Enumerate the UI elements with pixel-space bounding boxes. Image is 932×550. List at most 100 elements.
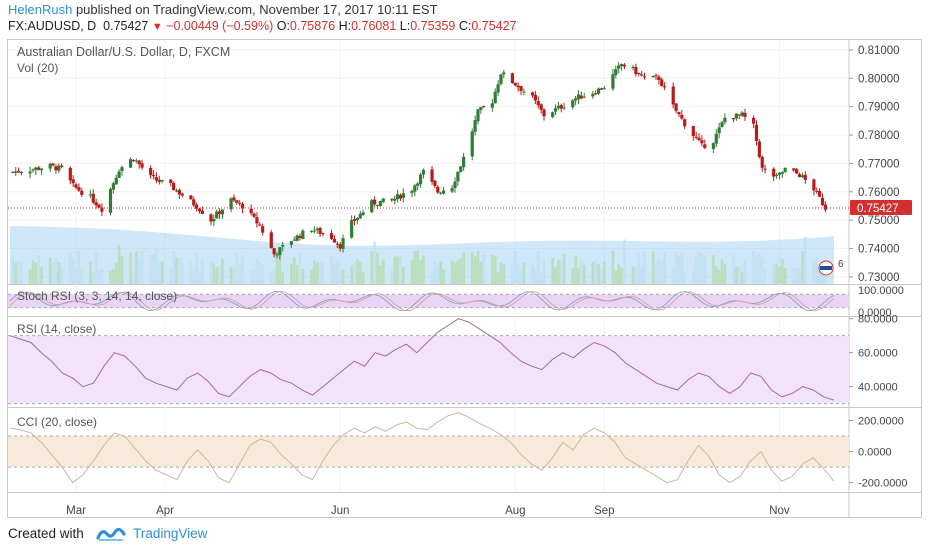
- close-label: C:: [458, 19, 472, 33]
- candle-body: [120, 167, 124, 171]
- open-value: 0.75876: [289, 19, 336, 33]
- candle-body: [772, 168, 776, 177]
- candle-body: [180, 193, 184, 196]
- volume-bar: [410, 259, 414, 284]
- candle-body: [622, 64, 627, 67]
- volume-bar: [479, 261, 483, 284]
- volume-bar: [562, 253, 566, 284]
- volume-bar: [740, 271, 744, 284]
- volume-bar: [17, 261, 20, 284]
- volume-bar: [812, 261, 816, 284]
- author-link[interactable]: HelenRush: [8, 2, 73, 17]
- volume-bar: [341, 270, 345, 284]
- candle-body: [800, 175, 805, 178]
- volume-bar: [422, 255, 425, 284]
- volume-bar: [674, 251, 678, 284]
- volume-bar: [419, 259, 422, 284]
- candle-body: [493, 91, 497, 104]
- volume-bar: [723, 263, 727, 284]
- stoch-tick-label: 100.0000: [858, 285, 904, 297]
- symbol-label[interactable]: FX:AUDUSD, D: [8, 19, 97, 33]
- volume-bar: [743, 259, 747, 284]
- volume-bar: [155, 248, 158, 284]
- volume-bar: [370, 251, 374, 284]
- candle-body: [94, 202, 98, 206]
- candle-body: [823, 204, 827, 210]
- candle-body: [39, 168, 44, 171]
- candle-body: [289, 241, 293, 245]
- candle-body: [240, 203, 245, 209]
- volume-bar: [611, 250, 615, 284]
- candle-body: [28, 171, 32, 174]
- volume-bar: [459, 257, 463, 284]
- volume-bar: [536, 250, 540, 284]
- tradingview-brand[interactable]: TradingView: [133, 526, 208, 541]
- volume-bar: [775, 263, 778, 284]
- volume-bar: [763, 269, 767, 284]
- candle-body: [358, 213, 362, 219]
- volume-bar: [120, 256, 124, 284]
- open-label: O:: [276, 19, 290, 33]
- candle-body: [783, 167, 787, 172]
- volume-bar: [135, 252, 138, 284]
- volume-bar: [574, 255, 577, 284]
- candle-body: [780, 172, 784, 174]
- candle-body: [599, 88, 604, 90]
- volume-bar: [660, 262, 664, 284]
- candle-body: [637, 73, 641, 75]
- volume-bar: [338, 271, 342, 284]
- candle-body: [631, 66, 635, 68]
- volume-bar: [697, 250, 701, 284]
- candle-body: [11, 171, 15, 173]
- candle-body: [80, 190, 84, 195]
- candle-body: [269, 232, 273, 248]
- volume-bar: [436, 266, 440, 284]
- volume-bar: [720, 259, 724, 284]
- volume-bar: [493, 255, 497, 284]
- candle-body: [522, 91, 526, 93]
- volume-bar: [456, 260, 460, 284]
- candle-body: [714, 133, 718, 144]
- volume-bar: [643, 251, 646, 284]
- rsi-tick-label: 60.0000: [858, 348, 898, 360]
- candle-body: [700, 140, 704, 144]
- candle-body: [617, 65, 621, 69]
- volume-bar: [350, 265, 353, 284]
- volume-bar: [68, 253, 72, 284]
- candle-body: [441, 190, 446, 194]
- candle-body: [777, 172, 782, 175]
- candle-body: [640, 74, 644, 76]
- volume-bar: [74, 267, 78, 284]
- last-price-label: 0.75427: [857, 203, 899, 215]
- volume-bar: [815, 256, 819, 284]
- candle-body: [352, 219, 357, 221]
- volume-bar: [450, 260, 454, 284]
- price-tick-label: 0.73000: [858, 272, 900, 284]
- volume-bar: [614, 270, 618, 284]
- candle-body: [711, 143, 716, 150]
- volume-pane-title: Vol (20): [17, 61, 58, 75]
- candle-body: [154, 177, 159, 181]
- candle-body: [200, 210, 204, 214]
- volume-bar: [373, 241, 376, 284]
- candle-body: [734, 113, 738, 119]
- candle-body: [238, 202, 242, 204]
- volume-bar: [597, 263, 600, 284]
- candle-body: [338, 244, 342, 249]
- volume-bar: [651, 251, 655, 284]
- price-tick-label: 0.77000: [858, 158, 900, 170]
- candle-body: [350, 220, 354, 238]
- candle-body: [663, 86, 667, 88]
- x-tick-label: Sep: [594, 505, 614, 517]
- candle-body: [91, 193, 95, 203]
- candle-body: [381, 198, 385, 203]
- volume-bar: [640, 266, 643, 284]
- candle-body: [642, 76, 647, 78]
- volume-bar: [482, 254, 486, 284]
- volume-bar: [416, 250, 419, 284]
- candle-body: [703, 144, 707, 148]
- candle-body: [476, 109, 480, 122]
- high-value: 0.76081: [351, 19, 397, 33]
- candle-body: [108, 188, 113, 213]
